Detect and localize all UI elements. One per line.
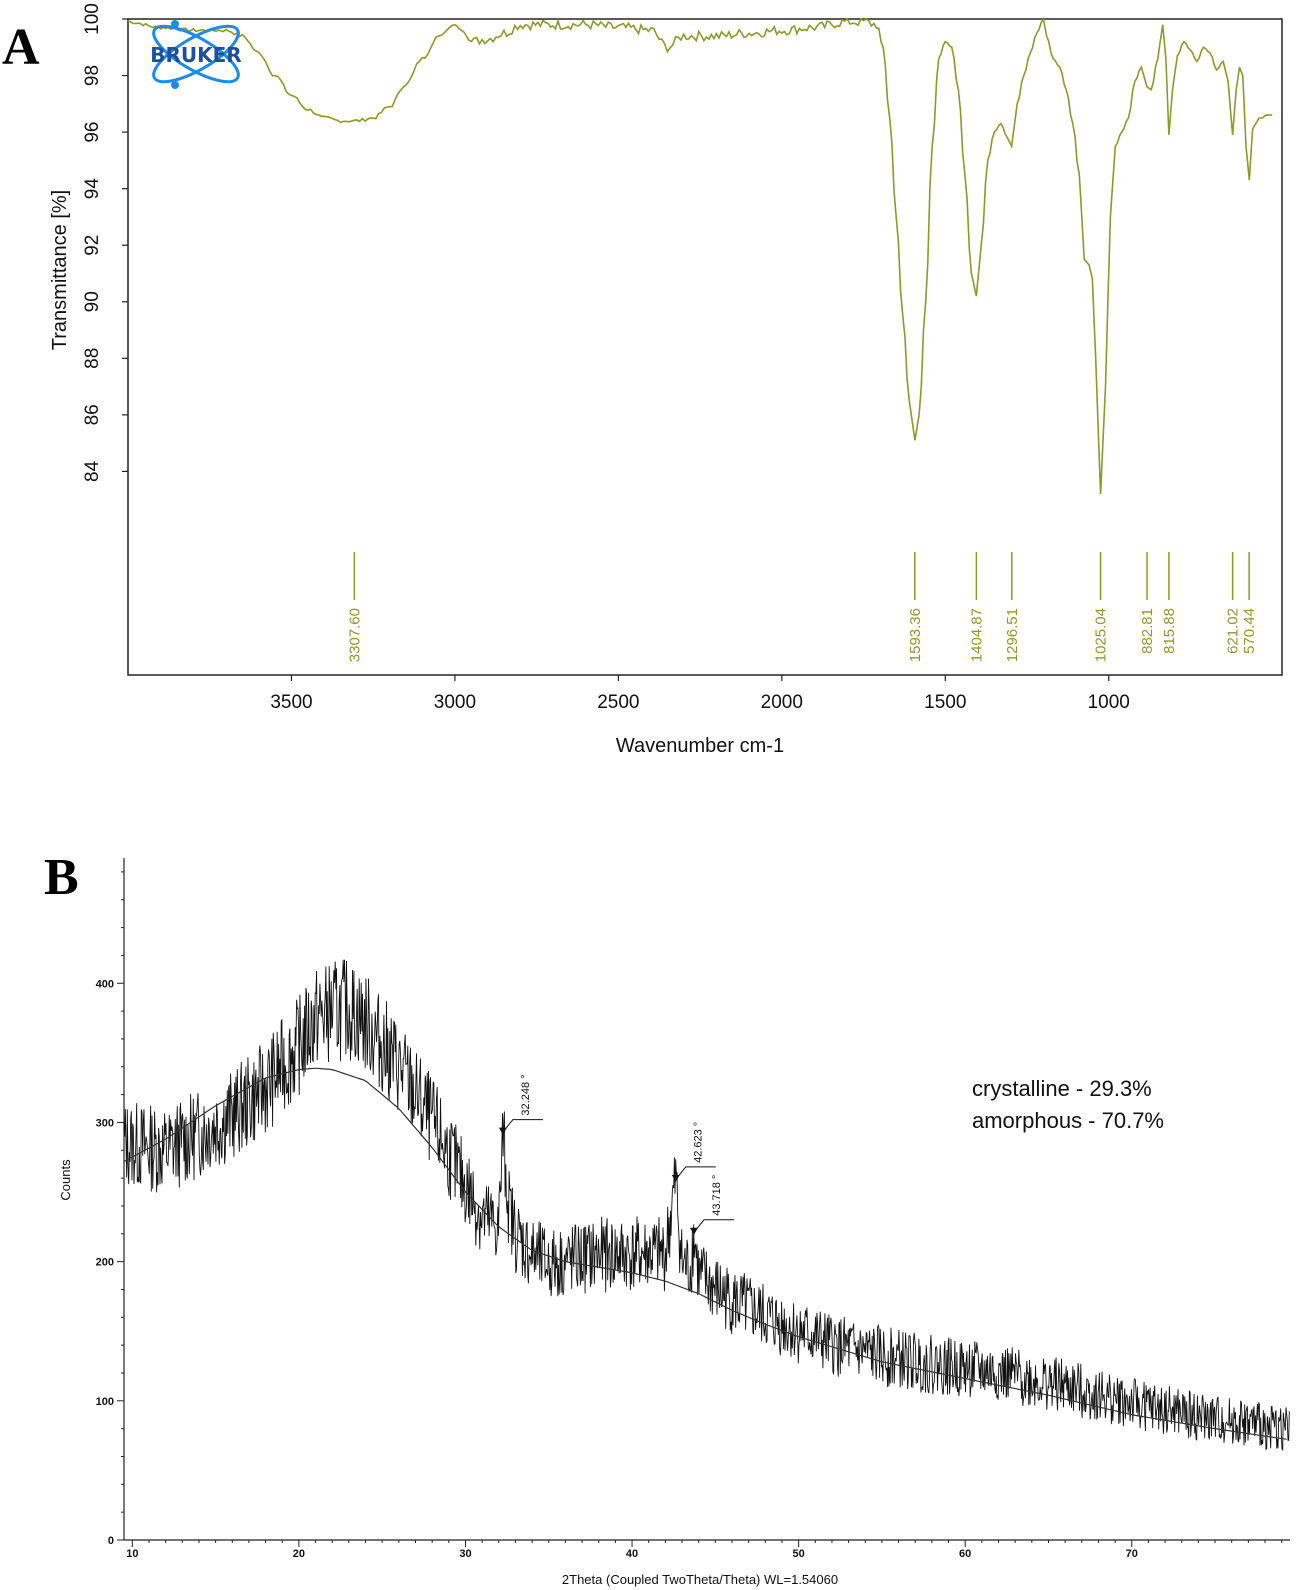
xrd-peak-leader	[504, 1119, 543, 1130]
xrd-chart: 10 20 30 40 50 60 70 0 100 200 300 400 2Theta (Cou…	[58, 858, 1290, 1587]
ftir-peak-label: 1593.36	[907, 608, 924, 662]
xrd-x-axis: 10 20 30 40 50 60 70	[126, 1540, 1283, 1560]
ftir-peak-label: 1025.04	[1093, 608, 1110, 662]
ftir-peak-label: 1296.51	[1004, 608, 1021, 662]
ftir-x-tick-label: 1000	[1088, 692, 1130, 713]
ftir-peak-label: 815.88	[1161, 608, 1178, 654]
ftir-peak-label: 621.02	[1225, 608, 1242, 654]
ftir-y-tick-label: 88	[82, 348, 103, 369]
ftir-y-tick-label: 94	[82, 178, 103, 200]
xrd-peak-leader	[677, 1166, 716, 1178]
xrd-x-tick-label: 30	[459, 1548, 471, 1560]
crystalline-annotation: crystalline - 29.3%	[972, 1076, 1152, 1101]
ftir-y-tick-label: 84	[82, 460, 103, 482]
xrd-peak-label: 43.718 °	[711, 1175, 723, 1216]
xrd-background-line	[123, 1067, 1287, 1440]
ftir-x-tick-label: 2000	[761, 692, 803, 713]
xrd-raw-pattern-line	[123, 959, 1290, 1452]
ftir-peak-label: 1404.87	[968, 608, 985, 662]
ftir-peak-label: 3307.60	[346, 608, 363, 662]
xrd-y-tick-label: 100	[96, 1396, 114, 1408]
xrd-x-tick-label: 20	[293, 1548, 305, 1560]
xrd-peak-markers: 32.248 ° 42.623 ° 43.718 °	[498, 1074, 734, 1235]
xrd-x-tick-label: 60	[959, 1548, 971, 1560]
ftir-plot-frame	[127, 18, 1283, 676]
xrd-peak-label: 32.248 °	[520, 1074, 532, 1115]
ftir-y-axis: 84 86 88 90 92 94 96 98 100	[82, 3, 128, 482]
ftir-peak-label: 882.81	[1139, 608, 1156, 654]
ftir-peak-markers: 3307.60 1593.36 1404.87 1296.51 1025.04 882.8…	[346, 552, 1258, 662]
ftir-y-tick-label: 98	[82, 65, 103, 86]
ftir-y-tick-label: 90	[82, 291, 103, 312]
ftir-x-tick-label: 2500	[597, 692, 639, 713]
ftir-y-tick-label: 92	[82, 235, 103, 256]
xrd-peak-label: 42.623 °	[693, 1122, 705, 1163]
xrd-x-tick-label: 40	[626, 1548, 638, 1560]
ftir-x-tick-label: 1500	[924, 692, 966, 713]
panel-label-a: A	[2, 19, 40, 76]
ftir-y-tick-label: 96	[82, 122, 103, 143]
ftir-chart: 3500 3000 2500 2000 1500 1000 84 86 88 90 92 94 96 9…	[49, 3, 1283, 757]
xrd-x-axis-label: 2Theta (Coupled TwoTheta/Theta) WL=1.540…	[562, 1572, 838, 1587]
xrd-y-tick-label: 200	[96, 1257, 114, 1269]
ftir-x-tick-label: 3500	[270, 692, 312, 713]
amorphous-annotation: amorphous - 70.7%	[972, 1108, 1164, 1133]
bruker-logo-text: BRUKER	[150, 43, 241, 67]
xrd-x-tick-label: 70	[1126, 1548, 1138, 1560]
xrd-y-tick-label: 400	[96, 978, 114, 990]
ftir-spectrum-line	[127, 16, 1273, 495]
ftir-y-tick-label: 100	[82, 3, 103, 35]
ftir-x-axis: 3500 3000 2500 2000 1500 1000	[270, 675, 1130, 713]
xrd-y-tick-label: 300	[96, 1117, 114, 1129]
bruker-logo: BRUKER	[150, 20, 242, 89]
xrd-x-tick-label: 50	[792, 1548, 804, 1560]
ftir-x-tick-label: 3000	[434, 692, 476, 713]
panel-label-b: B	[44, 849, 79, 906]
xrd-y-axis-label: Counts	[58, 1159, 73, 1201]
ftir-peak-label: 570.44	[1241, 608, 1258, 654]
xrd-y-axis: 0 100 200 300 400	[96, 871, 124, 1547]
xrd-x-tick-label: 10	[126, 1548, 138, 1560]
ftir-y-axis-label: Transmittance [%]	[49, 190, 71, 350]
xrd-peak-leader	[695, 1219, 734, 1231]
ftir-x-axis-label: Wavenumber cm-1	[616, 735, 784, 757]
ftir-y-tick-label: 86	[82, 404, 103, 425]
xrd-y-tick-label: 0	[108, 1535, 114, 1547]
